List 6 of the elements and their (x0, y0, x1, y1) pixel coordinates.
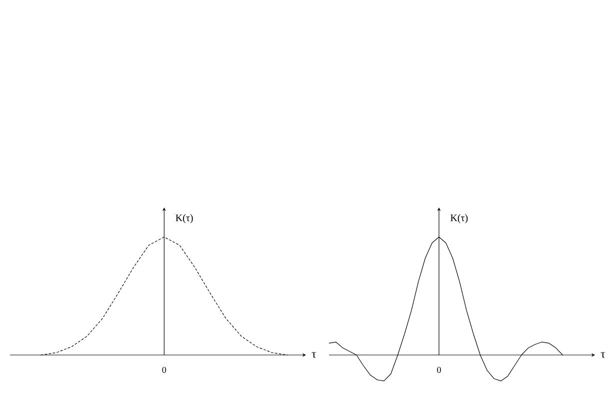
text: 0 (162, 366, 166, 373)
annotation: 0 (437, 366, 441, 373)
x-axis-title: τ (312, 352, 316, 358)
y-axis-title: K(τ) (176, 214, 193, 224)
y-axis-title: K(τ) (450, 214, 468, 224)
x-axis-title: τ (600, 352, 606, 358)
